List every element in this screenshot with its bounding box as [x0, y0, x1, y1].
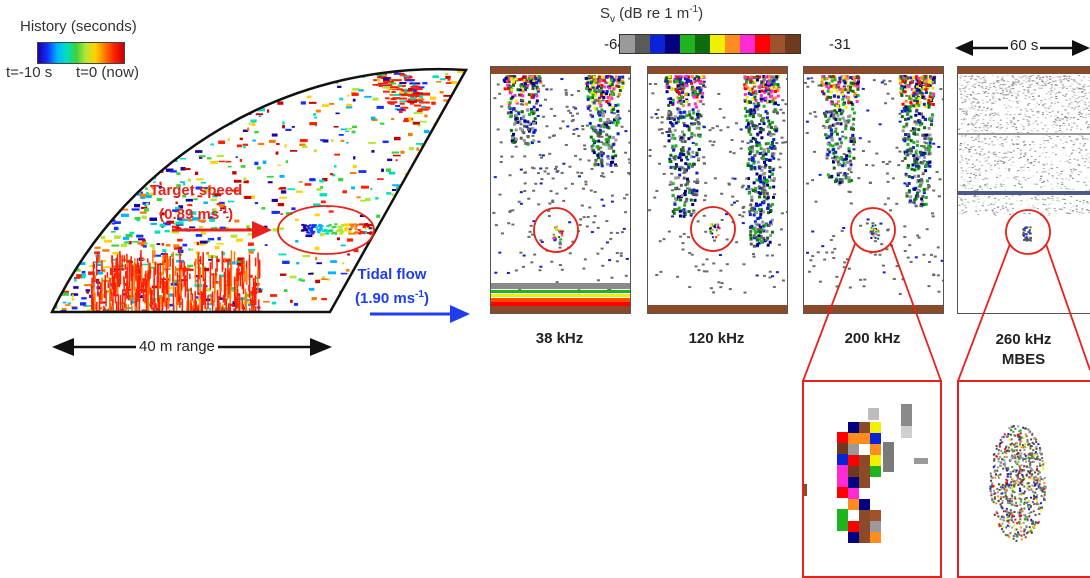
time-arrow-right-head: [1072, 40, 1090, 56]
sv-colorbar: [619, 34, 801, 54]
sonar-fan-outline: [50, 67, 469, 314]
sv-color-swatch: [695, 35, 710, 53]
panel-label-38khz: 38 kHz: [535, 330, 584, 347]
sonar-fan-image: [50, 67, 470, 356]
sv-color-swatch: [785, 35, 800, 53]
target-circle: [277, 205, 375, 255]
panel-label-200khz: 200 kHz: [844, 330, 901, 347]
sv-color-swatch: [725, 35, 740, 53]
range-label: 40 m range: [136, 338, 218, 355]
range-arrow-left-head: [52, 338, 74, 356]
tidal-flow-label: Tidal flow (1.90 ms-1): [355, 266, 429, 307]
history-colorbar: [37, 42, 125, 64]
sv-color-swatch: [740, 35, 755, 53]
sv-color-swatch: [710, 35, 725, 53]
echogram-200khz: [803, 66, 944, 314]
sv-color-swatch: [635, 35, 650, 53]
target-speed-arrowhead: [252, 221, 272, 239]
zoom-image-200khz: [804, 404, 928, 543]
sv-legend-max: -31: [829, 36, 851, 53]
panel-label-260khz-mbes: 260 kHz MBES: [995, 331, 1052, 368]
history-end-label: t=0 (now): [76, 64, 139, 81]
time-arrow-left-head: [955, 40, 973, 56]
time-span-label: 60 s: [1008, 37, 1041, 54]
sv-color-swatch: [620, 35, 635, 53]
echogram-38khz: [490, 66, 631, 314]
history-start-label: t=-10 s: [6, 64, 53, 81]
zoom-image-260khz: [989, 425, 1047, 542]
panel-label-120khz: 120 kHz: [688, 330, 745, 347]
range-arrow-right-head: [310, 338, 332, 356]
target-speed-label: Target speed (0.89 ms-1): [150, 182, 243, 223]
sv-color-swatch: [665, 35, 680, 53]
history-legend-title: History (seconds): [20, 18, 137, 35]
sv-legend-title: Sv (dB re 1 m-1): [600, 4, 704, 25]
sv-color-swatch: [770, 35, 785, 53]
sv-color-swatch: [650, 35, 665, 53]
sv-color-swatch: [755, 35, 770, 53]
tidal-flow-arrowhead: [450, 305, 470, 323]
echogram-120khz: [647, 66, 788, 314]
echogram-260khz-mbes: [957, 66, 1090, 314]
sv-color-swatch: [680, 35, 695, 53]
